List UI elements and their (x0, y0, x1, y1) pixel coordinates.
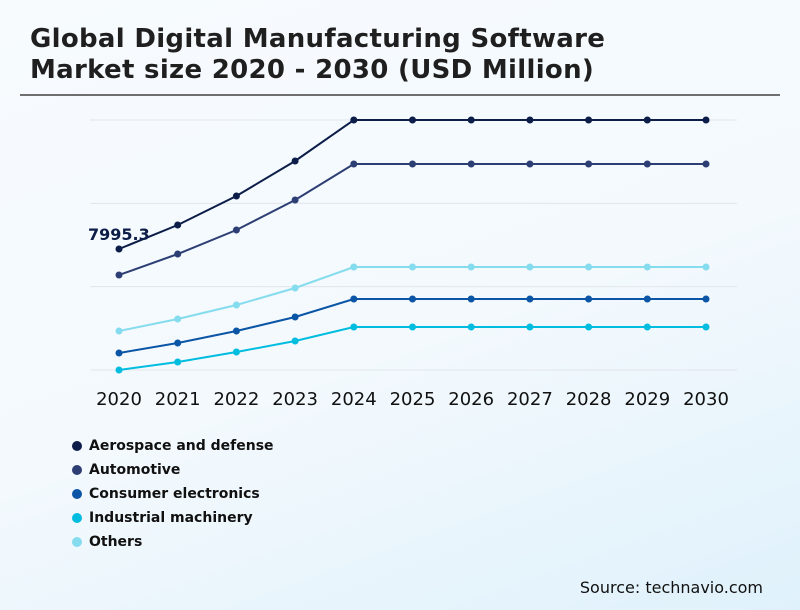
data-point (526, 295, 534, 303)
data-point (526, 323, 534, 331)
data-point (643, 295, 651, 303)
legend-item: Automotive (72, 458, 274, 482)
legend-item: Aerospace and defense (72, 434, 274, 458)
data-point (467, 160, 475, 168)
x-tick-label: 2027 (507, 389, 553, 410)
legend-label: Industrial machinery (89, 510, 253, 526)
data-point (643, 116, 651, 124)
x-tick-label: 2024 (331, 389, 377, 410)
data-point (467, 263, 475, 271)
data-point (115, 245, 123, 253)
x-tick-label: 2023 (272, 389, 318, 410)
title-line-1: Global Digital Manufacturing Software (30, 24, 606, 54)
data-point (467, 323, 475, 331)
x-tick-label: 2026 (448, 389, 494, 410)
data-point (115, 349, 123, 357)
legend-marker-icon (72, 441, 82, 451)
x-tick-label: 2021 (155, 389, 201, 410)
data-point (702, 160, 710, 168)
data-point (291, 313, 299, 321)
data-point (585, 263, 593, 271)
data-point (350, 295, 358, 303)
data-point (585, 160, 593, 168)
data-point (350, 323, 358, 331)
data-point (232, 192, 240, 200)
data-point (702, 263, 710, 271)
data-point (409, 116, 416, 124)
data-point (174, 250, 182, 258)
x-tick-label: 2030 (683, 389, 729, 410)
title-line-2: Market size 2020 - 2030 (USD Million) (30, 55, 595, 85)
data-point (467, 295, 475, 303)
data-point (232, 348, 240, 356)
data-point (585, 116, 593, 124)
x-tick-label: 2028 (566, 389, 612, 410)
legend-marker-icon (72, 489, 82, 499)
data-point (467, 116, 475, 124)
data-point (526, 116, 534, 124)
legend-label: Aerospace and defense (89, 438, 274, 454)
legend: Aerospace and defense Automotive Consumer … (72, 434, 274, 554)
series-line (118, 326, 706, 371)
data-point (174, 221, 182, 229)
legend-label: Automotive (89, 462, 181, 478)
data-point (409, 160, 416, 168)
data-point (115, 271, 123, 279)
line-chart: 2020 2021 2022 2023 2024 2025 2026 2027 2028 2029… (88, 116, 737, 410)
data-point (409, 323, 416, 331)
data-point (115, 366, 123, 374)
data-point (702, 323, 710, 331)
data-point (174, 358, 182, 366)
data-point (585, 295, 593, 303)
legend-marker-icon (72, 537, 82, 547)
data-point (702, 295, 710, 303)
legend-marker-icon (72, 465, 82, 475)
series-line (118, 163, 706, 276)
x-tick-label: 2020 (96, 389, 142, 410)
data-point (409, 263, 416, 271)
data-point (526, 160, 534, 168)
data-label: 7995.3 (88, 225, 150, 244)
x-tick-label: 2029 (624, 389, 670, 410)
data-point (643, 160, 651, 168)
legend-marker-icon (72, 513, 82, 523)
legend-item: Industrial machinery (72, 506, 274, 530)
data-point (643, 323, 651, 331)
data-point (232, 301, 240, 309)
data-point (585, 323, 593, 331)
chart-title: Global Digital Manufacturing Software Ma… (30, 24, 605, 86)
data-point (526, 263, 534, 271)
legend-label: Others (89, 534, 143, 550)
title-divider (20, 94, 780, 96)
data-point (291, 284, 299, 292)
data-point (350, 160, 358, 168)
data-point (115, 327, 123, 335)
data-point (350, 116, 358, 124)
data-point (232, 226, 240, 234)
data-point (232, 327, 240, 335)
source-text: Source: technavio.com (579, 578, 763, 597)
legend-item: Consumer electronics (72, 482, 274, 506)
data-point (702, 116, 710, 124)
data-point (643, 263, 651, 271)
x-tick-label: 2025 (390, 389, 436, 410)
legend-label: Consumer electronics (89, 486, 260, 502)
data-point (291, 157, 299, 165)
data-point (291, 196, 299, 204)
data-point (350, 263, 358, 271)
series-line (118, 119, 706, 250)
data-point (174, 315, 182, 323)
legend-item: Others (72, 530, 274, 554)
data-point (409, 295, 416, 303)
x-tick-label: 2022 (213, 389, 259, 410)
data-point (291, 337, 299, 345)
data-point (174, 339, 182, 347)
